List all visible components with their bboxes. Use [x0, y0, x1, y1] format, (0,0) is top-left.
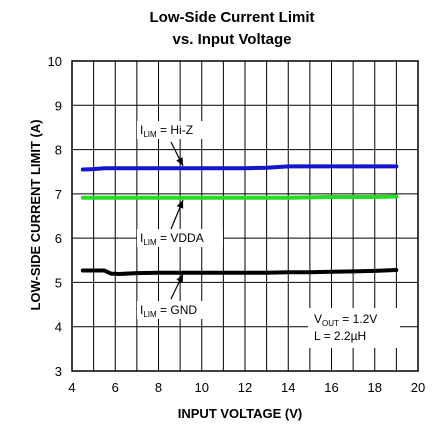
y-tick-label: 8 — [55, 143, 62, 158]
arrow-head — [176, 274, 183, 283]
series-line-2 — [80, 268, 399, 276]
series-label-bg — [137, 229, 223, 247]
series-label-2: ILIM = GND — [140, 303, 197, 319]
y-tick-label: 3 — [55, 364, 62, 379]
condition-text: L = 2.2µH — [314, 329, 366, 343]
conditions-box — [308, 308, 400, 348]
x-tick-label: 4 — [68, 380, 75, 395]
chart-title: Low-Side Current Limit — [150, 9, 315, 26]
plot-frame — [71, 60, 419, 372]
x-tick-label: 8 — [155, 380, 162, 395]
arrow-head — [176, 157, 183, 166]
series-label-bg — [137, 121, 209, 139]
series-line-1 — [80, 194, 399, 200]
x-tick-label: 10 — [195, 380, 209, 395]
arrow-head — [176, 200, 184, 209]
condition-text: VOUT = 1.2V — [314, 312, 377, 328]
annotations: ILIM = Hi-Z ILIM = VDDA ILIM = GND VOUT = 1… — [137, 121, 400, 348]
x-tick-label: 16 — [324, 380, 338, 395]
y-tick-label: 4 — [55, 320, 62, 335]
y-tick-label: 5 — [55, 275, 62, 290]
x-tick-label: 20 — [411, 380, 425, 395]
y-tick-label: 9 — [55, 98, 62, 113]
x-axis-label: INPUT VOLTAGE (V) — [178, 406, 302, 421]
chart-subtitle: vs. Input Voltage — [173, 31, 292, 48]
x-tick-label: 6 — [112, 380, 119, 395]
x-tick-label: 18 — [368, 380, 382, 395]
series-line-0 — [80, 164, 399, 172]
series-label-bg — [137, 301, 213, 319]
y-axis-label: LOW-SIDE CURRENT LIMIT (A) — [28, 119, 43, 310]
y-tick-label: 10 — [48, 54, 62, 69]
y-tick-label: 7 — [55, 187, 62, 202]
x-tick-label: 12 — [238, 380, 252, 395]
series-group — [80, 164, 399, 276]
y-tick-label: 6 — [55, 231, 62, 246]
x-tick-label: 14 — [281, 380, 295, 395]
series-label-0: ILIM = Hi-Z — [140, 123, 193, 139]
series-label-1: ILIM = VDDA — [140, 231, 204, 247]
